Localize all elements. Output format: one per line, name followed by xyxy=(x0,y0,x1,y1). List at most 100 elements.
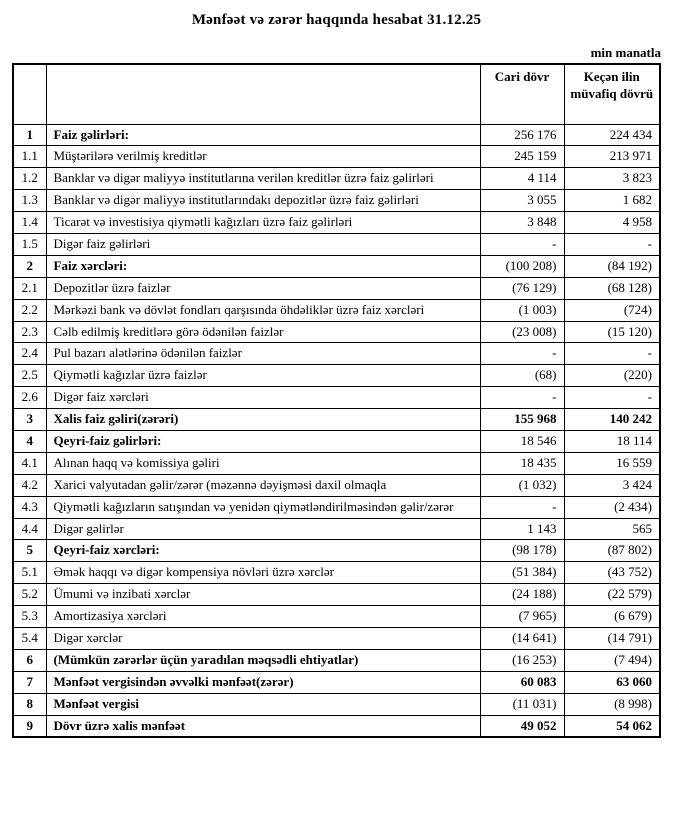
row-value-previous: (724) xyxy=(563,298,661,322)
row-label: Faiz gəlirləri: xyxy=(45,123,481,147)
table-row: 5.4 Digər xərclər (14 641) (14 791) xyxy=(12,626,661,650)
row-label: Xalis faiz gəliri(zərəri) xyxy=(45,408,481,431)
row-label: Qiymətli kağızların satışından və yenidə… xyxy=(45,495,481,519)
row-value-previous: 3 823 xyxy=(563,167,661,191)
header-number-cell xyxy=(12,63,47,125)
row-number: 4.1 xyxy=(12,451,47,475)
row-label: Digər faiz xərcləri xyxy=(45,386,481,410)
row-label: Ümumi və inzibati xərclər xyxy=(45,583,481,607)
row-value-previous: 1 682 xyxy=(563,189,661,213)
row-number: 2.1 xyxy=(12,276,47,300)
table-row: 5 Qeyri-faiz xərcləri: (98 178) (87 802) xyxy=(12,539,661,563)
page-title: Mənfəət və zərər haqqında hesabat 31.12.… xyxy=(191,12,482,28)
row-value-current: (23 008) xyxy=(479,320,565,344)
table-row: 1.2 Banklar və digər maliyyə institutları… xyxy=(12,167,661,191)
row-number: 6 xyxy=(12,648,47,672)
row-value-previous: (7 494) xyxy=(563,648,661,672)
row-label: Amortizasiya xərcləri xyxy=(45,605,481,628)
row-label: Pul bazarı alətlərinə ödənilən faizlər xyxy=(45,342,481,366)
table-row: 2.6 Digər faiz xərcləri - - xyxy=(12,386,661,410)
header-current-period: Cari dövr xyxy=(479,63,565,125)
row-value-previous: 224 434 xyxy=(563,123,661,147)
row-number: 5.4 xyxy=(12,626,47,650)
row-number: 5 xyxy=(12,539,47,563)
table-row: 3 Xalis faiz gəliri(zərəri) 155 968 140 242 xyxy=(12,408,661,431)
row-label: Mərkəzi bank və dövlət fondları qarşısın… xyxy=(45,298,481,322)
header-label-cell xyxy=(45,63,481,125)
row-label: Depozitlər üzrə faizlər xyxy=(45,276,481,300)
table-row: 4.4 Digər gəlirlər 1 143 565 xyxy=(12,517,661,541)
row-value-current: (1 003) xyxy=(479,298,565,322)
row-number: 4.2 xyxy=(12,473,47,497)
row-value-previous: (68 128) xyxy=(563,276,661,300)
table-row: 4.2 Xarici valyutadan gəlir/zərər (məzənn… xyxy=(12,473,661,497)
table-row: 5.2 Ümumi və inzibati xərclər (24 188) (22 … xyxy=(12,583,661,607)
table-row: 1.3 Banklar və digər maliyyə institutları… xyxy=(12,189,661,213)
row-label: Dövr üzrə xalis mənfəət xyxy=(45,714,481,738)
row-value-current: 1 143 xyxy=(479,517,565,541)
row-number: 8 xyxy=(12,692,47,716)
row-label: Digər xərclər xyxy=(45,626,481,650)
header-row: Cari dövr Keçən ilin müvafiq dövrü xyxy=(12,63,661,125)
row-value-current: - xyxy=(479,342,565,366)
table-row: 2 Faiz xərcləri: (100 208) (84 192) xyxy=(12,254,661,278)
row-number: 9 xyxy=(12,714,47,738)
row-number: 5.2 xyxy=(12,583,47,607)
row-label: Ticarət və investisiya qiymətli kağızlar… xyxy=(45,211,481,234)
row-label: Banklar və digər maliyyə institutlarına … xyxy=(45,167,481,191)
row-value-current: - xyxy=(479,386,565,410)
row-value-current: (51 384) xyxy=(479,561,565,585)
row-number: 1 xyxy=(12,123,47,147)
row-number: 4 xyxy=(12,429,47,453)
table-row: 1.5 Digər faiz gəlirləri - - xyxy=(12,232,661,256)
row-value-previous: - xyxy=(563,342,661,366)
row-value-current: (24 188) xyxy=(479,583,565,607)
row-value-previous: (2 434) xyxy=(563,495,661,519)
row-value-current: 18 546 xyxy=(479,429,565,453)
row-label: Digər faiz gəlirləri xyxy=(45,232,481,256)
header-previous-period: Keçən ilin müvafiq dövrü xyxy=(563,63,661,125)
table-row: 8 Mənfəət vergisi (11 031) (8 998) xyxy=(12,692,661,716)
row-value-current: 3 848 xyxy=(479,211,565,234)
row-value-previous: - xyxy=(563,386,661,410)
table-row: 1.1 Müştərilərə verilmiş kreditlər 245 159… xyxy=(12,145,661,169)
row-number: 2.2 xyxy=(12,298,47,322)
table-row: 4.3 Qiymətli kağızların satışından və yen… xyxy=(12,495,661,519)
row-label: Mənfəət vergisindən əvvəlki mənfəət(zərə… xyxy=(45,670,481,694)
table-row: 1 Faiz gəlirləri: 256 176 224 434 xyxy=(12,123,661,147)
table-row: 7 Mənfəət vergisindən əvvəlki mənfəət(zər… xyxy=(12,670,661,694)
row-value-previous: (6 679) xyxy=(563,605,661,628)
row-label: Xarici valyutadan gəlir/zərər (məzənnə d… xyxy=(45,473,481,497)
row-value-previous: (22 579) xyxy=(563,583,661,607)
row-value-current: 60 083 xyxy=(479,670,565,694)
row-label: Faiz xərcləri: xyxy=(45,254,481,278)
row-number: 1.1 xyxy=(12,145,47,169)
row-label: (Mümkün zərərlər üçün yaradılan məqsədli… xyxy=(45,648,481,672)
row-value-current: (100 208) xyxy=(479,254,565,278)
row-value-current: (68) xyxy=(479,364,565,388)
row-value-previous: - xyxy=(563,232,661,256)
row-value-current: (1 032) xyxy=(479,473,565,497)
row-label: Qeyri-faiz gəlirləri: xyxy=(45,429,481,453)
row-value-previous: 565 xyxy=(563,517,661,541)
report-table-body: 1 Faiz gəlirləri: 256 176 224 434 1.1 Müştəri… xyxy=(12,123,661,738)
table-row: 2.1 Depozitlər üzrə faizlər (76 129) (68 12… xyxy=(12,276,661,300)
row-value-previous: 63 060 xyxy=(563,670,661,694)
table-row: 9 Dövr üzrə xalis mənfəət 49 052 54 062 xyxy=(12,714,661,738)
row-number: 1.2 xyxy=(12,167,47,191)
row-number: 5.1 xyxy=(12,561,47,585)
row-value-previous: 16 559 xyxy=(563,451,661,475)
unit-note: min manatla xyxy=(590,45,661,60)
row-label: Cəlb edilmiş kreditlərə görə ödənilən fa… xyxy=(45,320,481,344)
table-row: 2.2 Mərkəzi bank və dövlət fondları qarşı… xyxy=(12,298,661,322)
row-value-previous: (15 120) xyxy=(563,320,661,344)
table-row: 2.4 Pul bazarı alətlərinə ödənilən faizlə… xyxy=(12,342,661,366)
table-row: 4 Qeyri-faiz gəlirləri: 18 546 18 114 xyxy=(12,429,661,453)
row-value-previous: 140 242 xyxy=(563,408,661,431)
row-value-current: 4 114 xyxy=(479,167,565,191)
row-number: 2 xyxy=(12,254,47,278)
row-value-current: (11 031) xyxy=(479,692,565,716)
row-number: 2.5 xyxy=(12,364,47,388)
row-number: 1.4 xyxy=(12,211,47,234)
